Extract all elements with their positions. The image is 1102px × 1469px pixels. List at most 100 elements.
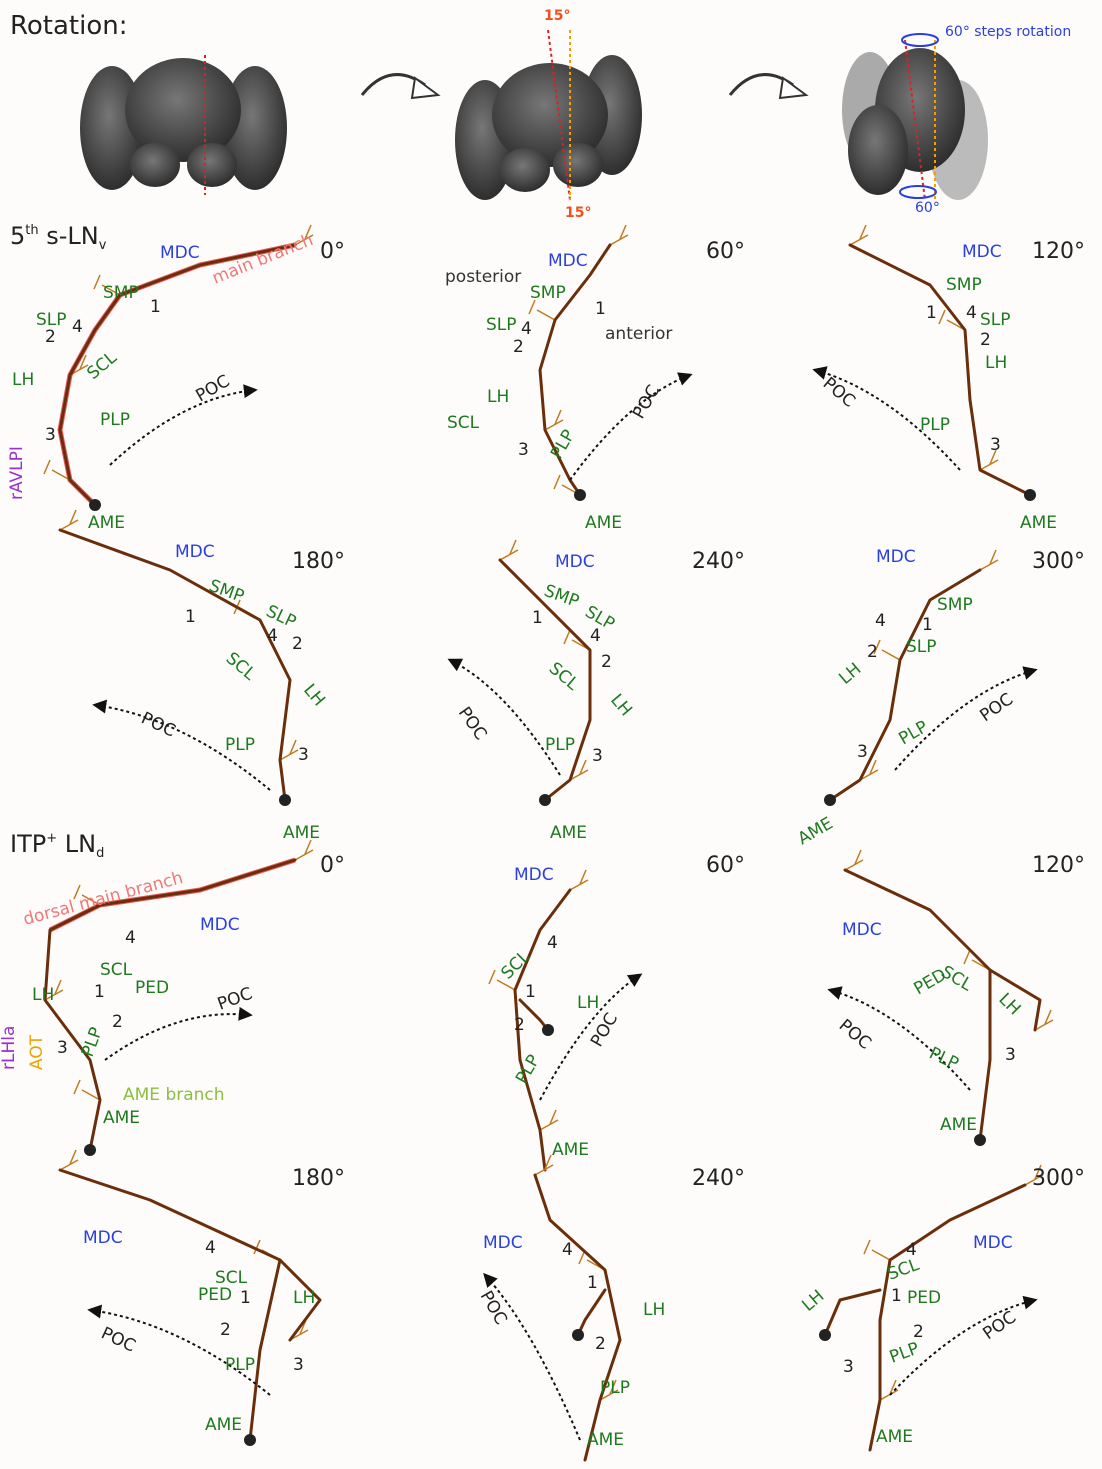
neuron xyxy=(535,1175,620,1460)
region-label: LH xyxy=(299,680,329,710)
region-label: 2 xyxy=(220,1320,231,1340)
region-label: MDC xyxy=(962,242,1002,262)
region-label: 1 xyxy=(185,607,196,627)
title-part: 5 xyxy=(10,222,25,250)
region-label: SLP xyxy=(906,637,937,657)
angle-label: 120° xyxy=(1032,239,1085,264)
region-label: PLP xyxy=(100,410,130,430)
region-label: PLP xyxy=(887,1339,922,1368)
arrow-head xyxy=(412,78,438,98)
region-label: 2 xyxy=(980,330,991,350)
region-label: PED xyxy=(198,1285,232,1305)
region-label: SMP xyxy=(103,283,139,303)
angle-label: 300° xyxy=(1032,549,1085,574)
region-label: MDC xyxy=(876,547,916,567)
region-label: SCL xyxy=(545,659,583,695)
region-label: POC xyxy=(835,1016,875,1054)
region-label: 2 xyxy=(514,1015,525,1035)
region-label: 1 xyxy=(94,982,105,1002)
region-label: PLP xyxy=(78,1025,107,1060)
region-label: 2 xyxy=(45,327,56,347)
header-title: Rotation: xyxy=(10,11,128,41)
region-label: MDC xyxy=(175,542,215,562)
angle-label: 300° xyxy=(1032,1166,1085,1191)
angle-label: 120° xyxy=(1032,853,1085,878)
title-sub: d xyxy=(96,846,104,861)
region-label: MDC xyxy=(555,552,595,572)
region-label: POC xyxy=(215,984,255,1015)
region-label: 1 xyxy=(926,303,937,323)
region-label: PLP xyxy=(926,1043,962,1074)
region-label: POC xyxy=(476,1288,511,1329)
region-label: 2 xyxy=(595,1334,606,1354)
region-label: PLP xyxy=(547,427,579,463)
region-label: PED xyxy=(135,978,169,998)
region-label: 1 xyxy=(891,1286,902,1306)
region-label: PLP xyxy=(225,1355,255,1375)
region-label: 3 xyxy=(843,1357,854,1377)
region-label: PED xyxy=(907,1288,941,1308)
cell-body xyxy=(542,1024,554,1036)
region-label: PLP xyxy=(545,735,575,755)
region-label: LH xyxy=(798,1286,828,1316)
neuron-branch xyxy=(825,1290,880,1335)
cell-body xyxy=(824,794,836,806)
region-label: AME xyxy=(585,513,622,533)
region-label: 3 xyxy=(518,440,529,460)
neurite-twig xyxy=(610,225,628,245)
cell-body xyxy=(819,1329,831,1341)
region-label: AME xyxy=(88,513,125,533)
poc-arrow xyxy=(570,375,690,480)
region-label: SMP xyxy=(937,595,973,615)
region-label: 1 xyxy=(240,1288,251,1308)
region-label: 3 xyxy=(857,742,868,762)
region-label: 2 xyxy=(513,337,524,357)
region-label: 3 xyxy=(57,1038,68,1058)
region-label: SMP xyxy=(946,275,982,295)
region-label: 3 xyxy=(298,745,309,765)
angle-label: 60° xyxy=(706,239,745,264)
region-label: 4 xyxy=(267,626,278,646)
region-label: SLP xyxy=(980,310,1011,330)
neurite-twig xyxy=(850,225,868,245)
title-part: LN xyxy=(57,830,96,858)
region-label: AME xyxy=(552,1140,589,1160)
region-label: LH xyxy=(487,387,509,407)
region-label: 1 xyxy=(150,297,161,317)
region-label: PLP xyxy=(225,735,255,755)
neurite-twig xyxy=(529,300,555,320)
region-label: 4 xyxy=(562,1240,573,1260)
region-label: AME xyxy=(550,823,587,843)
brain-rotated xyxy=(842,34,988,200)
cell-body xyxy=(574,489,586,501)
region-label: 1 xyxy=(525,982,536,1002)
region-label: POC xyxy=(979,1307,1020,1344)
cell-body xyxy=(572,1329,584,1341)
region-label: 3 xyxy=(45,425,56,445)
region-label: 2 xyxy=(867,642,878,662)
region-label: rLHla xyxy=(0,1026,19,1070)
angle-label: 180° xyxy=(292,549,345,574)
cell-body xyxy=(539,794,551,806)
region-label: SMP xyxy=(530,283,566,303)
region-label: 2 xyxy=(112,1012,123,1032)
region-label: SLP xyxy=(486,315,517,335)
region-label: MDC xyxy=(200,915,240,935)
title-part: s-LN xyxy=(39,222,99,250)
poc-arrow xyxy=(105,1014,250,1060)
region-label: SCL xyxy=(497,946,534,983)
region-label: AME branch xyxy=(123,1085,225,1105)
rotation-label: 60° xyxy=(915,200,940,216)
region-label: AOT xyxy=(27,1034,47,1070)
region-label: PLP xyxy=(920,415,950,435)
region-label: 3 xyxy=(592,746,603,766)
cell-body xyxy=(244,1434,256,1446)
region-label: SCL xyxy=(100,960,133,980)
neurite-twig xyxy=(545,410,563,430)
region-label: 4 xyxy=(72,317,83,337)
region-label: 1 xyxy=(922,615,933,635)
region-label: 1 xyxy=(532,608,543,628)
title-sup: th xyxy=(25,223,38,238)
region-label: SCL xyxy=(83,348,121,384)
region-label: posterior xyxy=(445,267,521,287)
